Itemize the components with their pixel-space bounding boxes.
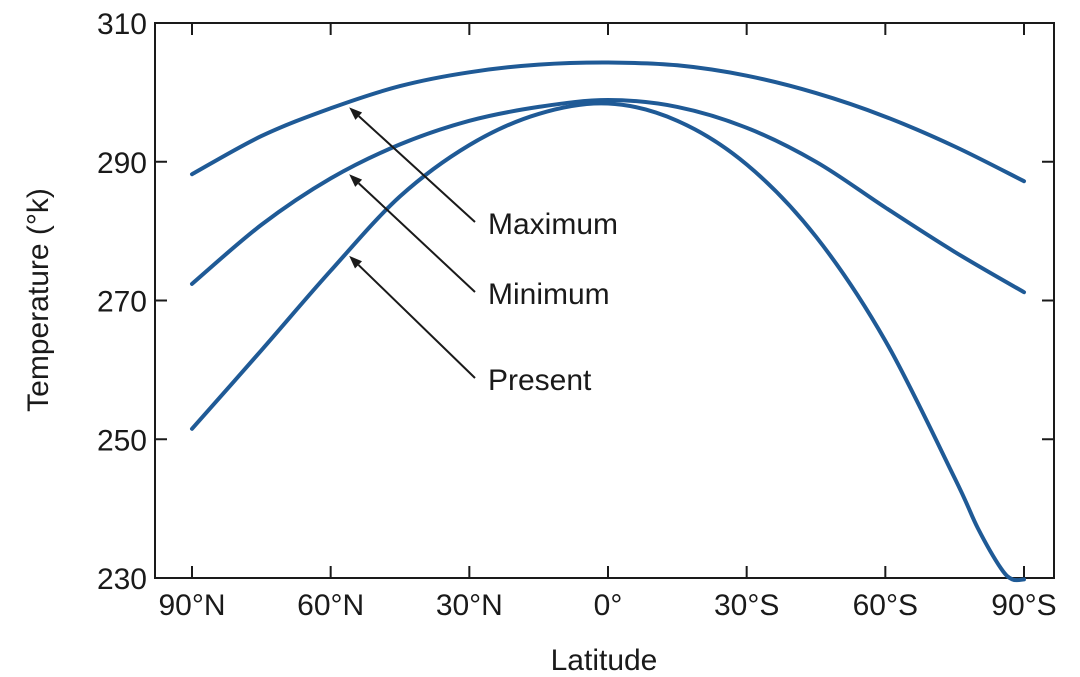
annotation-label-present: Present <box>488 364 592 397</box>
series-line-present <box>190 101 1026 583</box>
y-axis-title: Temperature (°k) <box>22 188 55 412</box>
series-lines <box>190 60 1026 583</box>
annotations: Maximum Minimum Present <box>349 107 618 397</box>
x-tick-labels: 90°N 60°N 30°N 0° 30°S 60°S 90°S <box>158 589 1056 622</box>
x-tick-label: 60°S <box>853 589 918 622</box>
y-tick-label: 290 <box>97 147 147 180</box>
annotation-arrow-maximum <box>358 115 476 223</box>
annotation-label-maximum: Maximum <box>488 208 618 241</box>
x-tick-label: 30°N <box>436 589 503 622</box>
y-tick-label: 250 <box>97 424 147 457</box>
y-tick-label: 270 <box>97 286 147 319</box>
x-tick-label: 90°S <box>991 589 1056 622</box>
series-line-maximum <box>190 60 1026 184</box>
x-tick-label: 30°S <box>714 589 779 622</box>
annotation-label-minimum: Minimum <box>488 278 610 311</box>
x-tick-label: 60°N <box>297 589 364 622</box>
y-tick-label: 310 <box>97 8 147 41</box>
axis-ticks <box>155 22 1054 579</box>
annotation-arrowhead-minimum <box>349 174 363 187</box>
annotation-arrow-minimum <box>357 182 476 293</box>
annotation-arrow-present <box>357 264 476 379</box>
annotation-arrowhead-present <box>349 255 362 269</box>
y-tick-label: 230 <box>97 563 147 596</box>
x-axis-title: Latitude <box>551 644 658 677</box>
x-tick-label: 90°N <box>158 589 225 622</box>
annotation-arrowhead-maximum <box>349 107 363 120</box>
series-line-minimum <box>190 98 1026 295</box>
y-tick-labels: 230 250 270 290 310 <box>97 8 147 596</box>
x-tick-label: 0° <box>594 589 623 622</box>
